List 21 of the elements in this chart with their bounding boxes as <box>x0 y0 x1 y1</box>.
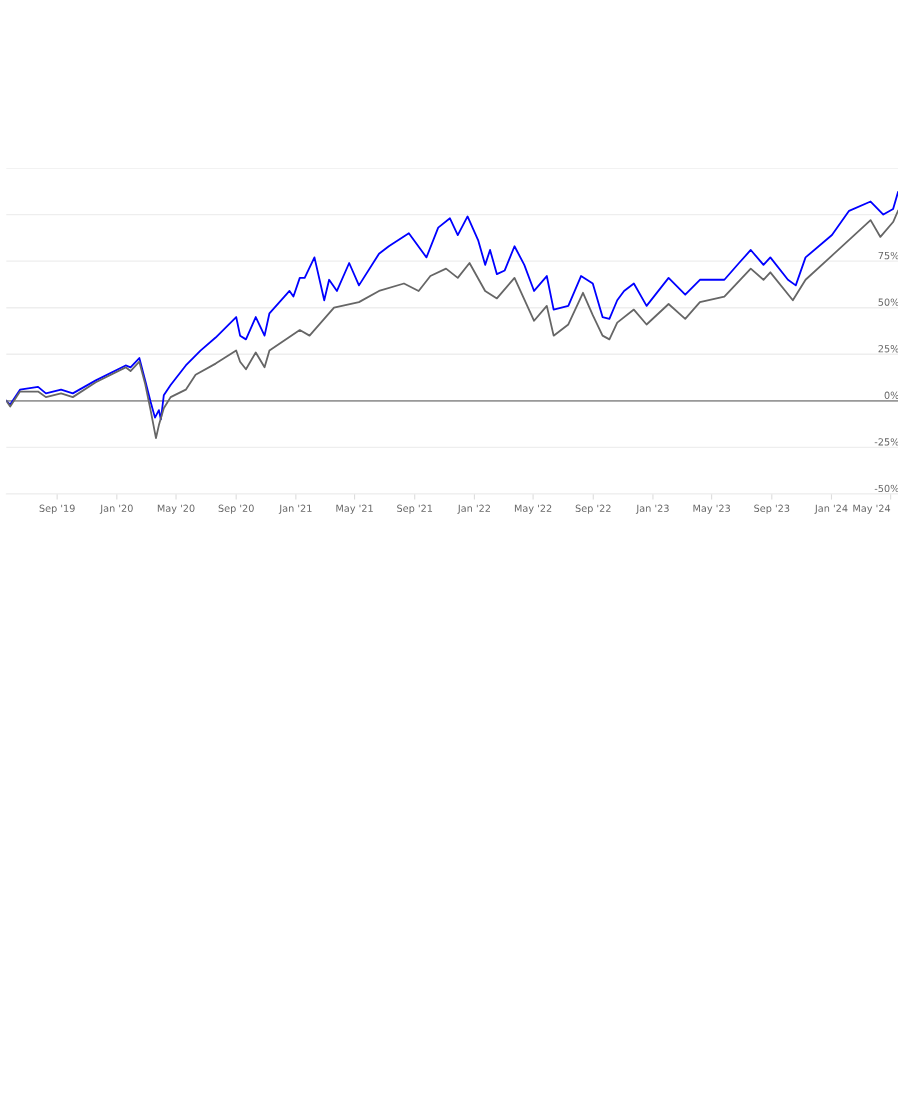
x-tick-label: Sep '19 <box>39 504 75 514</box>
y-tick-label: 0% <box>884 391 898 399</box>
x-tick-label: May '23 <box>693 504 730 514</box>
y-tick-label: -25% <box>874 438 898 446</box>
y-tick-label: -50% <box>874 484 898 493</box>
x-tick-label: Sep '20 <box>218 504 254 514</box>
x-tick-label: Sep '23 <box>754 504 790 514</box>
x-tick-label: May '22 <box>514 504 552 514</box>
y-tick-label: 50% <box>878 298 898 306</box>
x-tick-label: Jan '23 <box>635 504 669 514</box>
x-tick-label: Sep '22 <box>575 504 611 514</box>
y-tick-label: 25% <box>878 345 898 353</box>
x-tick-label: Jan '22 <box>457 504 490 514</box>
x-tick-label: May '21 <box>336 504 373 514</box>
x-tick-label: May '24 <box>853 504 891 514</box>
x-tick-label: Jan '20 <box>99 504 133 514</box>
x-tick-label: Jan '21 <box>278 504 312 514</box>
x-tick-label: Jan '24 <box>814 504 848 514</box>
x-tick-label: May '20 <box>157 504 195 514</box>
x-tick-label: Sep '21 <box>397 504 433 514</box>
y-tick-label: 75% <box>878 251 898 260</box>
